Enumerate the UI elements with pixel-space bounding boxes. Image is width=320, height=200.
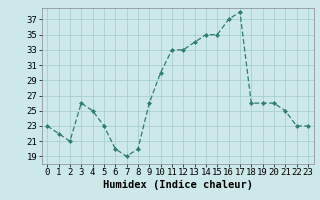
- X-axis label: Humidex (Indice chaleur): Humidex (Indice chaleur): [103, 180, 252, 190]
